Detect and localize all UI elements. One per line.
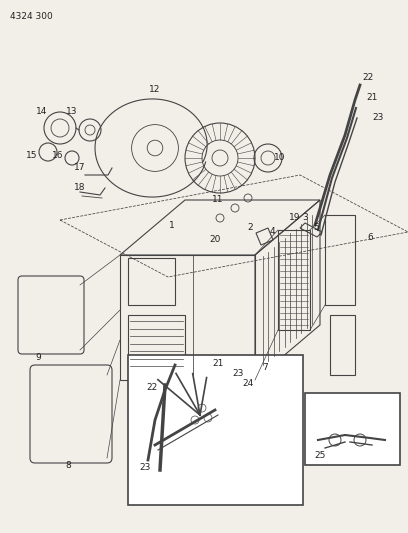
Text: 5: 5 [313, 223, 319, 232]
Text: 21: 21 [366, 93, 378, 102]
Text: 3: 3 [302, 214, 308, 222]
Text: 19: 19 [289, 214, 301, 222]
Text: 4324 300: 4324 300 [10, 12, 53, 21]
Polygon shape [128, 355, 303, 505]
Text: 25: 25 [314, 451, 326, 461]
Text: 4: 4 [269, 228, 275, 237]
Text: 23: 23 [373, 114, 384, 123]
Text: 1: 1 [169, 221, 175, 230]
Text: 2: 2 [247, 223, 253, 232]
Text: 24: 24 [242, 378, 254, 387]
Text: 14: 14 [36, 108, 48, 117]
Text: 20: 20 [209, 236, 221, 245]
Text: 15: 15 [26, 150, 38, 159]
Text: 22: 22 [362, 74, 374, 83]
Text: 16: 16 [52, 150, 64, 159]
Text: 18: 18 [74, 183, 86, 192]
Text: 6: 6 [367, 233, 373, 243]
Polygon shape [305, 393, 400, 465]
Text: 13: 13 [66, 108, 78, 117]
Text: 21: 21 [212, 359, 224, 367]
Text: 10: 10 [274, 154, 286, 163]
Text: 23: 23 [139, 464, 151, 472]
Text: 9: 9 [35, 353, 41, 362]
Text: 11: 11 [212, 196, 224, 205]
Text: 23: 23 [232, 368, 244, 377]
Text: 17: 17 [74, 164, 86, 173]
Text: 7: 7 [262, 364, 268, 373]
Text: 8: 8 [65, 462, 71, 471]
Text: 22: 22 [146, 384, 157, 392]
Text: 12: 12 [149, 85, 161, 94]
